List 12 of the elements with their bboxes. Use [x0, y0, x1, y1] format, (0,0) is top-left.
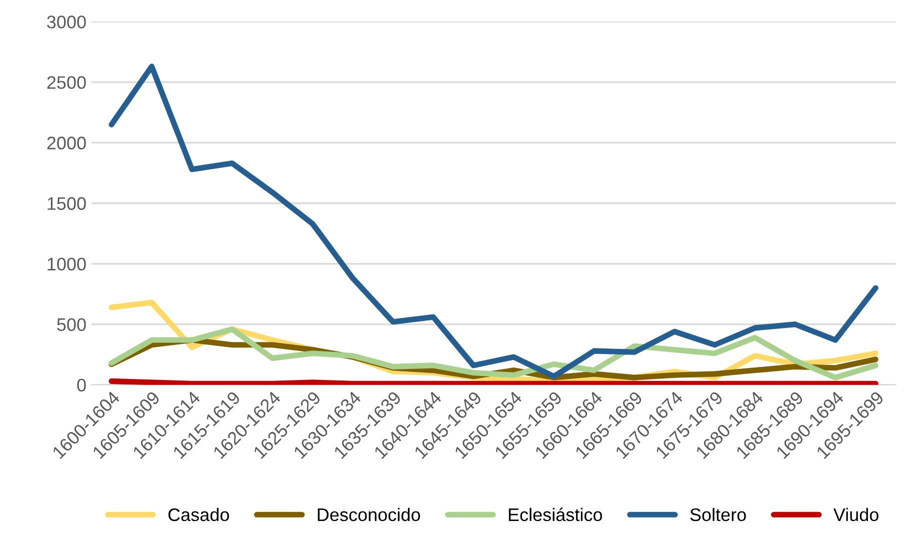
legend-label: Soltero	[690, 508, 746, 522]
legend-label: Casado	[168, 508, 229, 522]
y-tick-label: 1500	[48, 197, 86, 210]
y-tick-label: 1000	[48, 258, 86, 270]
y-tick-label: 2500	[47, 76, 86, 89]
y-tick-label: 500	[57, 318, 86, 332]
y-tick-label: 2000	[47, 136, 86, 150]
y-tick-label: 3000	[47, 16, 86, 28]
y-tick-label: 0	[77, 378, 86, 392]
legend-label: Eclesiástico	[508, 508, 602, 522]
legend-label: Desconocido	[318, 508, 420, 522]
legend-label: Viudo	[833, 508, 878, 522]
